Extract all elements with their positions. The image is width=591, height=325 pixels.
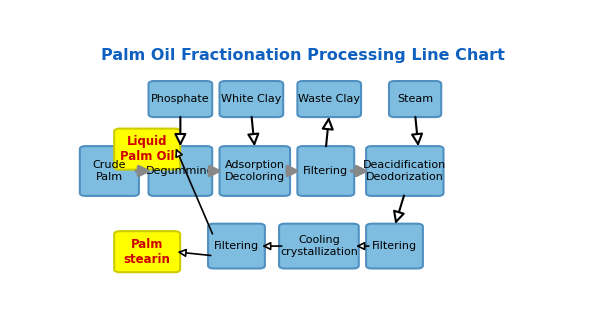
Text: Phosphate: Phosphate bbox=[151, 94, 210, 104]
FancyBboxPatch shape bbox=[148, 146, 212, 196]
FancyBboxPatch shape bbox=[389, 81, 441, 117]
Text: Adsorption
Decoloring: Adsorption Decoloring bbox=[225, 160, 285, 182]
Text: Filtering: Filtering bbox=[214, 241, 259, 251]
Text: Palm Oil Fractionation Processing Line Chart: Palm Oil Fractionation Processing Line C… bbox=[101, 48, 505, 63]
FancyBboxPatch shape bbox=[219, 81, 283, 117]
Text: White Clay: White Clay bbox=[221, 94, 281, 104]
Text: Waste Clay: Waste Clay bbox=[298, 94, 361, 104]
FancyBboxPatch shape bbox=[297, 146, 354, 196]
FancyBboxPatch shape bbox=[148, 81, 212, 117]
Text: Degumming: Degumming bbox=[146, 166, 215, 176]
FancyBboxPatch shape bbox=[366, 146, 443, 196]
FancyBboxPatch shape bbox=[80, 146, 139, 196]
FancyBboxPatch shape bbox=[219, 146, 290, 196]
Text: Palm
stearin: Palm stearin bbox=[124, 238, 171, 266]
Text: Cooling
crystallization: Cooling crystallization bbox=[280, 235, 358, 257]
FancyBboxPatch shape bbox=[297, 81, 361, 117]
Text: Filtering: Filtering bbox=[303, 166, 348, 176]
Text: Deacidification
Deodorization: Deacidification Deodorization bbox=[363, 160, 446, 182]
Text: Crude
Palm: Crude Palm bbox=[93, 160, 126, 182]
FancyBboxPatch shape bbox=[114, 231, 180, 272]
Text: Liquid
Palm Oil: Liquid Palm Oil bbox=[120, 135, 174, 163]
FancyBboxPatch shape bbox=[114, 129, 180, 170]
FancyBboxPatch shape bbox=[208, 224, 265, 268]
FancyBboxPatch shape bbox=[279, 224, 359, 268]
Text: Steam: Steam bbox=[397, 94, 433, 104]
Text: Filtering: Filtering bbox=[372, 241, 417, 251]
FancyBboxPatch shape bbox=[366, 224, 423, 268]
